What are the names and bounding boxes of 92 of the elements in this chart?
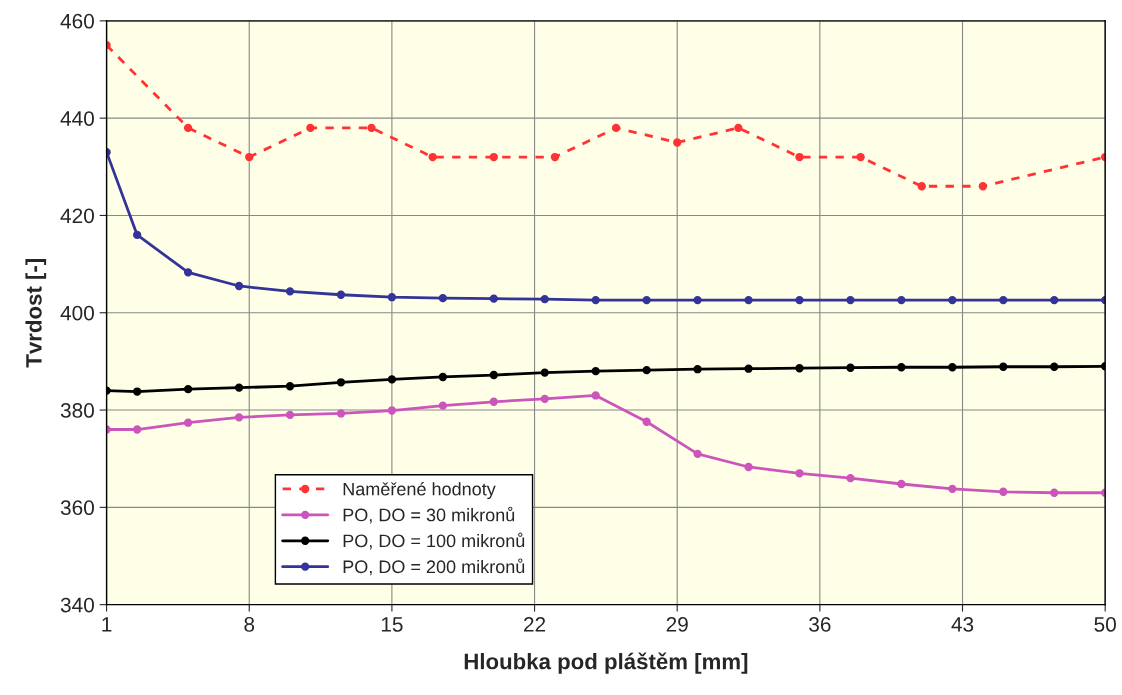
y-tick-label: 420 [60,208,94,224]
x-tick-label: 29 [666,617,688,632]
point [234,413,244,422]
point [245,152,254,162]
point [999,487,1008,496]
point [642,295,651,305]
y-tick-label: 380 [60,403,94,418]
point [183,384,193,394]
x-tick-label: 36 [809,617,831,632]
point [132,230,142,240]
point [795,469,804,478]
point [673,138,682,147]
point [948,363,957,372]
point [795,364,804,373]
point [948,484,957,494]
x-tick-label: 22 [524,617,546,632]
point [917,182,926,191]
x-tick-label: 15 [381,617,403,632]
x-tick-label: 50 [1094,617,1116,632]
point [744,295,753,305]
point [489,152,498,162]
point [999,295,1008,305]
point [744,462,753,472]
point [978,182,988,191]
point [540,368,549,377]
point [540,294,549,304]
legend-label: PO, DO = 30 mikronů [343,506,515,524]
point [438,401,448,410]
point [693,365,702,374]
point [846,363,855,372]
point [387,406,397,415]
point [591,366,600,376]
point [234,281,244,291]
point [336,378,346,387]
point [367,123,376,133]
y-axis-title: Tvrdost [-] [25,259,47,368]
point [897,363,906,372]
point [744,364,753,373]
point [693,295,702,305]
y-tick-label: 440 [60,111,94,126]
point [336,409,346,418]
point [795,152,804,162]
point [285,382,295,391]
point [611,123,621,133]
point [897,295,906,305]
point [591,295,600,305]
point [285,410,295,420]
point [183,418,193,427]
y-tick-label: 400 [60,305,94,321]
point [132,387,142,396]
x-tick-label: 1 [102,617,112,632]
point [387,293,397,302]
point [183,123,193,133]
point [693,449,702,458]
y-tick-label: 460 [60,13,94,29]
point [948,295,957,305]
point [642,417,651,426]
point [234,383,244,392]
point [795,295,804,305]
point [428,152,437,162]
point [591,391,600,400]
point [489,397,498,406]
legend-label: PO, DO = 100 mikronů [343,532,525,550]
y-tick-label: 360 [60,500,94,516]
point [438,372,448,382]
point [1050,488,1059,497]
point [489,370,498,380]
x-axis-title: Hloubka pod pláštěm [mm] [464,652,748,674]
point [550,152,560,162]
point [438,293,448,303]
point [642,365,651,375]
y-tick-label: 340 [60,597,94,613]
point [846,473,855,483]
x-tick-label: 43 [951,617,974,632]
point [183,268,193,277]
point [734,123,743,133]
point [306,123,315,133]
point [489,294,498,303]
point [285,287,295,296]
point [846,295,855,305]
point [387,375,397,384]
legend-label: PO, DO = 200 mikronů [343,558,525,576]
point [1050,362,1059,371]
point [336,290,346,299]
point [897,479,906,489]
point [856,152,865,162]
x-tick-label: 8 [244,617,255,632]
point [540,394,549,404]
point [132,425,142,434]
point [1050,295,1059,305]
point [999,362,1008,371]
legend-label: Naměřené hodnoty [343,482,496,500]
